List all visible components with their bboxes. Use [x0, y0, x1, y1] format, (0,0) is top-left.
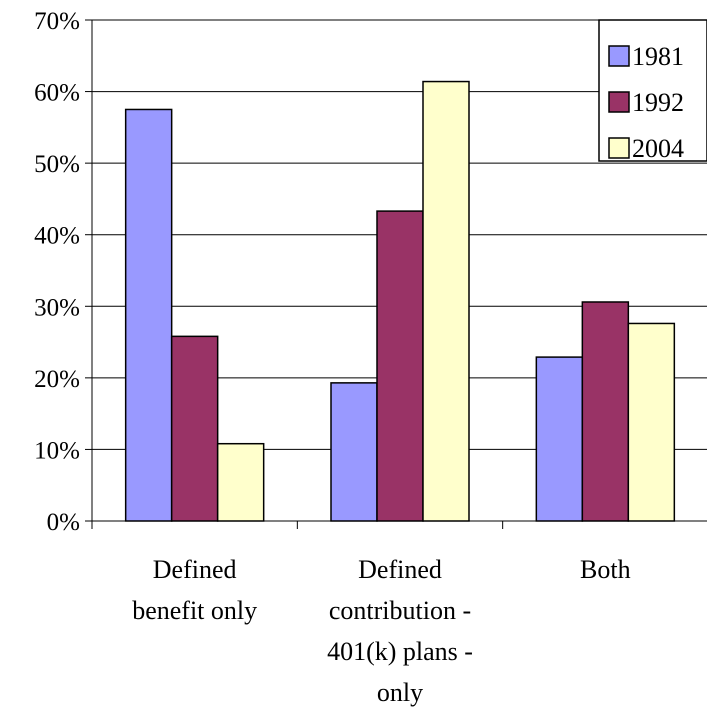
legend-label-1981: 1981 [632, 42, 684, 71]
y-tick-label: 70% [34, 8, 80, 35]
legend: 1981 1992 2004 [598, 19, 707, 163]
legend-label-1992: 1992 [632, 88, 684, 117]
x-category-label: Both [580, 555, 631, 584]
y-tick-label: 60% [34, 80, 80, 107]
y-tick-label: 0% [47, 509, 80, 536]
x-category-label: contribution - [329, 596, 471, 625]
bars [124, 80, 676, 522]
y-tick-label: 10% [34, 437, 80, 464]
x-category-label: 401(k) plans - [327, 637, 473, 666]
bar-1992-1 [376, 210, 424, 522]
legend-label-2004: 2004 [632, 134, 684, 163]
bar-1992-2 [581, 301, 630, 522]
x-category-label: Defined [153, 555, 237, 584]
y-tick-label: 40% [34, 223, 80, 250]
bar-1981-1 [330, 382, 378, 522]
legend-swatch-1981 [608, 45, 630, 67]
y-tick-label: 20% [34, 366, 80, 393]
bar-1981-2 [535, 356, 584, 522]
bar-2004-2 [627, 322, 676, 522]
bar-1992-0 [170, 335, 219, 522]
x-category-label: Defined [358, 555, 442, 584]
y-tick-label: 30% [34, 294, 80, 321]
bar-2004-0 [216, 442, 265, 522]
bar-1981-0 [124, 108, 173, 522]
axes [91, 20, 707, 529]
x-category-label: benefit only [132, 596, 257, 625]
legend-swatch-1992 [608, 91, 630, 113]
x-axis-categories: Defined benefit only Defined contribution -… [132, 555, 630, 707]
y-tick-label: 50% [34, 151, 80, 178]
y-axis-ticks: 0% 10% 20% 30% 40% 50% 60% 70% [34, 8, 92, 536]
bar-2004-1 [422, 80, 470, 522]
x-category-label: only [377, 678, 423, 707]
legend-swatch-2004 [608, 137, 630, 159]
